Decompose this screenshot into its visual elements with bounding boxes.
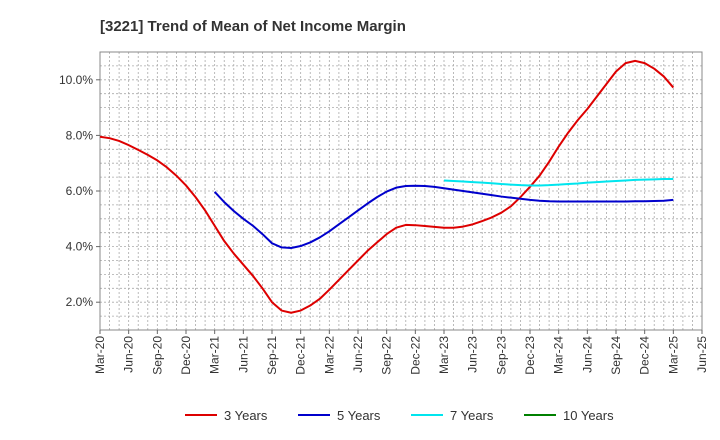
x-tick-label: Jun-20: [122, 336, 136, 373]
y-axis: 2.0% 4.0% 6.0% 8.0% 10.0%: [59, 73, 100, 309]
x-tick-label: Sep-20: [150, 336, 164, 375]
x-tick-label: Sep-24: [609, 336, 623, 375]
y-tick-label: 4.0%: [66, 240, 94, 254]
legend-label-5-years: 5 Years: [337, 408, 381, 423]
x-tick-label: Mar-25: [666, 336, 680, 374]
legend-label-3-years: 3 Years: [224, 408, 268, 423]
x-tick-label: Jun-23: [466, 336, 480, 373]
x-tick-label: Dec-20: [179, 336, 193, 375]
x-tick-label: Jun-22: [351, 336, 365, 373]
x-tick-label: Mar-20: [93, 336, 107, 374]
y-tick-label: 8.0%: [66, 128, 94, 142]
x-tick-label: Mar-23: [437, 336, 451, 374]
series-line-3-years: [99, 59, 675, 314]
legend: 3 Years 5 Years 7 Years 10 Years: [185, 408, 614, 423]
y-tick-label: 2.0%: [66, 295, 94, 309]
series-lines: [99, 59, 675, 314]
x-tick-label: Mar-24: [552, 336, 566, 374]
x-tick-label: Sep-21: [265, 336, 279, 375]
x-tick-label: Dec-23: [523, 336, 537, 375]
legend-label-7-years: 7 Years: [450, 408, 494, 423]
series-line-5-years: [213, 184, 674, 249]
grid: [99, 51, 703, 331]
x-tick-label: Jun-24: [580, 336, 594, 373]
x-tick-label: Sep-22: [380, 336, 394, 375]
x-tick-label: Sep-23: [494, 336, 508, 375]
chart-title: [3221] Trend of Mean of Net Income Margi…: [100, 18, 406, 35]
x-axis: Mar-20 Jun-20 Sep-20 Dec-20 Mar-21 Jun-21 Sep-…: [93, 330, 709, 375]
legend-label-10-years: 10 Years: [563, 408, 614, 423]
x-tick-label: Jun-25: [695, 336, 709, 373]
x-tick-label: Jun-21: [236, 336, 250, 373]
series-line-7-years: [443, 178, 674, 187]
x-tick-label: Dec-21: [294, 336, 308, 375]
x-tick-label: Dec-22: [408, 336, 422, 375]
y-tick-label: 6.0%: [66, 184, 94, 198]
x-tick-label: Dec-24: [638, 336, 652, 375]
y-tick-label: 10.0%: [59, 73, 93, 87]
x-tick-label: Mar-22: [322, 336, 336, 374]
x-tick-label: Mar-21: [208, 336, 222, 374]
